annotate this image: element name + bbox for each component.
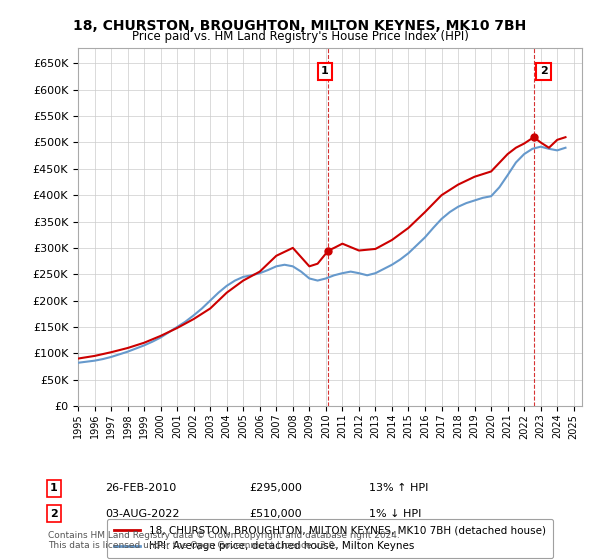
Text: 18, CHURSTON, BROUGHTON, MILTON KEYNES, MK10 7BH: 18, CHURSTON, BROUGHTON, MILTON KEYNES, …: [73, 19, 527, 33]
Text: £510,000: £510,000: [249, 508, 302, 519]
Text: £295,000: £295,000: [249, 483, 302, 493]
Text: 1% ↓ HPI: 1% ↓ HPI: [369, 508, 421, 519]
Text: 1: 1: [50, 483, 58, 493]
Text: 03-AUG-2022: 03-AUG-2022: [105, 508, 179, 519]
Legend: 18, CHURSTON, BROUGHTON, MILTON KEYNES, MK10 7BH (detached house), HPI: Average : 18, CHURSTON, BROUGHTON, MILTON KEYNES, …: [107, 519, 553, 558]
Text: 1: 1: [321, 66, 329, 76]
Text: Contains HM Land Registry data © Crown copyright and database right 2024.
This d: Contains HM Land Registry data © Crown c…: [48, 530, 400, 550]
Text: 2: 2: [50, 508, 58, 519]
Text: 2: 2: [540, 66, 548, 76]
Text: 13% ↑ HPI: 13% ↑ HPI: [369, 483, 428, 493]
Text: 26-FEB-2010: 26-FEB-2010: [105, 483, 176, 493]
Text: Price paid vs. HM Land Registry's House Price Index (HPI): Price paid vs. HM Land Registry's House …: [131, 30, 469, 43]
